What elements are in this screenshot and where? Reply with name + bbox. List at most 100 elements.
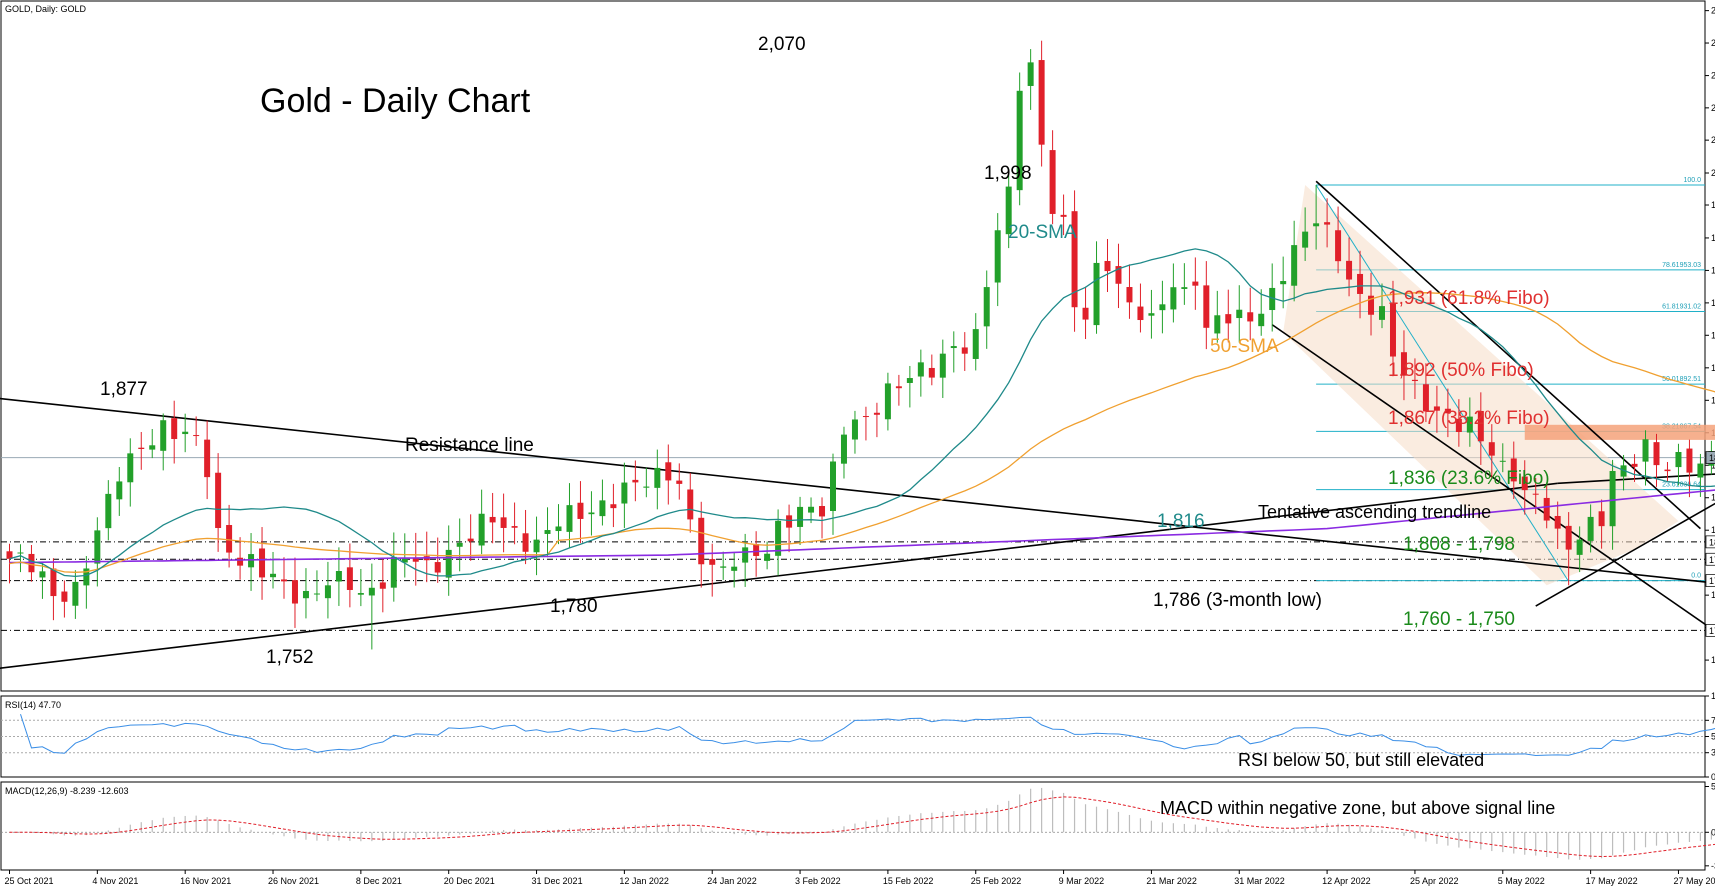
candle-body	[1576, 539, 1583, 555]
candle-body	[643, 486, 650, 488]
candle-body	[1598, 511, 1605, 527]
candle-body	[324, 585, 331, 599]
candle-body	[17, 552, 24, 554]
candle-body	[917, 362, 924, 377]
x-tick-label: 31 Dec 2021	[532, 876, 583, 886]
candle-body	[1653, 442, 1660, 466]
long-ascending-trendline-ext	[1557, 473, 1715, 485]
candle-body	[830, 461, 836, 511]
candle-body	[1247, 312, 1254, 322]
candle-body	[1005, 186, 1012, 235]
fibo-level-tag: 0.0	[1691, 573, 1701, 580]
fibo-level-tag: 100.0	[1683, 177, 1701, 184]
candle-body	[775, 520, 782, 556]
tentative-ascending-trendline	[1535, 502, 1715, 607]
y-tick-label: 1832.37	[1711, 493, 1715, 503]
candle-body	[884, 383, 891, 420]
candle-body	[1488, 442, 1495, 456]
candle-body	[1016, 90, 1023, 191]
candle-body	[357, 593, 364, 595]
candle-body	[335, 571, 342, 582]
y-tick-label: 2004.37	[1711, 168, 1715, 178]
candle-body	[632, 479, 639, 483]
candle-body	[654, 467, 661, 488]
candle-body	[1587, 516, 1594, 541]
candle-body	[1499, 460, 1506, 462]
candle-body	[950, 346, 957, 349]
x-tick-label: 17 May 2022	[1586, 876, 1638, 886]
x-tick-label: 25 Apr 2022	[1410, 876, 1459, 886]
candle-body	[1093, 262, 1100, 326]
x-tick-label: 12 Jan 2022	[619, 876, 669, 886]
macd-tick-label: 0.000	[1711, 827, 1715, 837]
candle-body	[1554, 515, 1561, 529]
candle-body	[797, 506, 804, 527]
candle-body	[1532, 493, 1539, 495]
high-label: 1,998	[984, 163, 1032, 184]
price-badge-label: 1762.12	[1709, 626, 1715, 636]
y-tick-label: 2073.21	[1711, 38, 1715, 48]
candle-body	[808, 506, 815, 513]
macd-header: MACD(12,26,9) -8.239 -12.603	[5, 786, 129, 796]
candle-body	[1466, 416, 1473, 433]
candle-body	[533, 539, 540, 553]
candle-body	[610, 504, 617, 509]
candle-body	[379, 582, 386, 589]
candle-body	[1082, 307, 1089, 320]
candle-body	[742, 547, 749, 563]
candle-body	[983, 287, 990, 327]
price-badge	[1705, 451, 1715, 464]
macd-tick-label: 50.995	[1711, 781, 1715, 791]
sma-200-line	[9, 489, 1715, 564]
x-tick-label: 27 May 2022	[1673, 876, 1715, 886]
y-tick-label: 1969.97	[1711, 233, 1715, 243]
x-tick-label: 9 Mar 2022	[1059, 876, 1105, 886]
resistance-zone	[1524, 424, 1715, 440]
candle-body	[511, 526, 518, 528]
candle-body	[193, 435, 200, 437]
candle-body	[1115, 266, 1122, 284]
candle-body	[851, 419, 858, 440]
candle-body	[906, 378, 913, 383]
candle-body	[500, 517, 507, 528]
fibo-trend-line	[1315, 184, 1570, 582]
candle-body	[676, 480, 683, 484]
candle-body	[862, 416, 869, 418]
candle-body	[840, 434, 847, 464]
candle-body	[1236, 309, 1243, 319]
y-tick-label: 1780.77	[1711, 590, 1715, 600]
candle-body	[182, 431, 189, 435]
candle-body	[819, 506, 826, 517]
candle-body	[291, 580, 298, 604]
candle-body	[6, 551, 13, 559]
candle-body	[544, 530, 551, 534]
x-tick-label: 12 Apr 2022	[1322, 876, 1371, 886]
candle-body	[456, 542, 463, 547]
rsi-tick-label: 100.00	[1711, 691, 1715, 701]
candle-body	[687, 489, 694, 520]
rsi-tick-label: 50.00	[1711, 732, 1715, 742]
candle-body	[1521, 476, 1528, 491]
x-tick-label: 5 May 2022	[1498, 876, 1545, 886]
candle-body	[1477, 410, 1484, 442]
low-label: 1,786 (3-month low)	[1153, 590, 1322, 611]
resistance-line-label: Resistance line	[405, 435, 534, 456]
candle-body	[720, 566, 727, 568]
candle-body	[1049, 150, 1056, 214]
candle-body	[961, 347, 968, 354]
candle-body	[248, 554, 255, 568]
candle-body	[116, 481, 123, 500]
y-tick-label: 1815.17	[1711, 525, 1715, 535]
candle-body	[895, 386, 902, 389]
rsi-tick-label: 0.00	[1711, 772, 1715, 782]
candle-body	[621, 482, 628, 504]
sma-20-line	[9, 248, 1715, 578]
candle-body	[1225, 314, 1232, 324]
low-label: 1,752	[266, 647, 314, 668]
candle-body	[1389, 303, 1396, 357]
candle-body	[83, 568, 90, 586]
candle-body	[1565, 525, 1572, 550]
candle-body	[1697, 463, 1704, 478]
channel-lower-line	[1271, 324, 1715, 633]
